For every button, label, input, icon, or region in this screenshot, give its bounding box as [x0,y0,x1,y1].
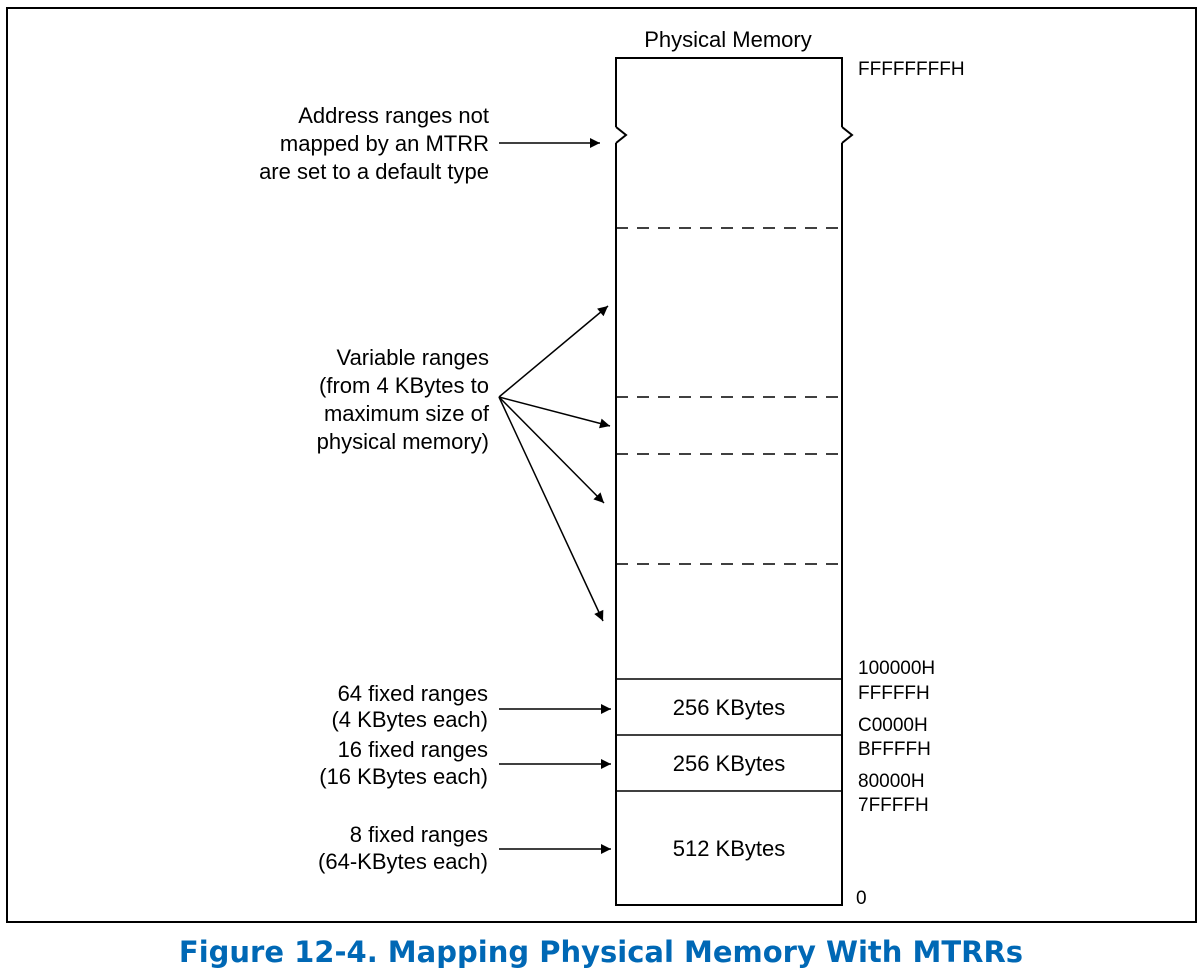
address-fffffh: FFFFFH [858,683,930,704]
address-bffffh: BFFFFH [858,739,931,760]
fixed-64-label: 64 fixed ranges (4 KBytes each) [331,681,488,732]
address-labels: FFFFFFFFH 100000H FFFFFH C0000H BFFFFH 8… [856,59,965,909]
address-100000h: 100000H [858,658,935,679]
address-c0000h: C0000H [858,715,928,736]
block-80000-label: 256 KBytes [673,751,786,776]
address-7ffffh: 7FFFFH [858,795,929,816]
label-line: Address ranges not [298,103,489,128]
label-line: are set to a default type [259,159,489,184]
block-0-label: 512 KBytes [673,836,786,861]
fixed-16-label: 16 fixed ranges (16 KBytes each) [319,737,488,789]
label-line: Variable ranges [337,345,489,370]
variable-arrow-1 [498,305,609,398]
fixed-range-dividers [616,678,842,792]
label-line: 64 fixed ranges [338,681,488,706]
address-zero: 0 [856,888,867,909]
address-80000h: 80000H [858,771,925,792]
variable-range-dividers [616,227,842,565]
memory-column-outline [615,57,854,906]
variable-ranges-label: Variable ranges (from 4 KBytes to maximu… [317,345,490,454]
label-line: maximum size of [324,401,490,426]
label-line: 8 fixed ranges [350,822,488,847]
label-line: (4 KBytes each) [331,707,488,732]
variable-arrow-3 [498,396,605,504]
variable-arrow-2 [498,396,611,429]
label-line: (16 KBytes each) [319,764,488,789]
arrows [498,138,611,854]
fixed-8-label: 8 fixed ranges (64-KBytes each) [318,822,488,874]
block-c0000-label: 256 KBytes [673,695,786,720]
label-line: mapped by an MTRR [280,131,489,156]
figure-frame [6,7,1197,923]
variable-arrow-4 [498,396,604,622]
label-line: 16 fixed ranges [338,737,488,762]
label-line: physical memory) [317,429,489,454]
column-title: Physical Memory [644,27,811,52]
address-ffffffffh: FFFFFFFFH [858,59,965,80]
default-type-label: Address ranges not mapped by an MTRR are… [259,103,489,184]
label-line: (64-KBytes each) [318,849,488,874]
figure-caption: Figure 12-4. Mapping Physical Memory Wit… [179,935,1023,969]
label-line: (from 4 KBytes to [319,373,489,398]
